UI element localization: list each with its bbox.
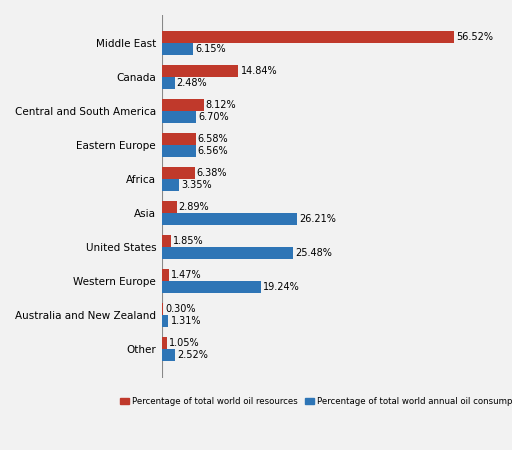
Text: 2.48%: 2.48% bbox=[177, 78, 207, 88]
Text: 6.70%: 6.70% bbox=[199, 112, 229, 122]
Bar bbox=[162, 65, 239, 77]
Bar bbox=[162, 235, 171, 248]
Bar bbox=[162, 134, 196, 145]
Bar bbox=[162, 349, 175, 361]
Text: 6.56%: 6.56% bbox=[198, 146, 228, 156]
Text: 25.48%: 25.48% bbox=[295, 248, 332, 258]
Text: 56.52%: 56.52% bbox=[456, 32, 493, 42]
Text: 6.15%: 6.15% bbox=[196, 45, 226, 54]
Text: 3.35%: 3.35% bbox=[181, 180, 211, 190]
Bar bbox=[162, 248, 293, 259]
Bar bbox=[162, 145, 196, 157]
Bar bbox=[162, 43, 194, 55]
Text: 6.38%: 6.38% bbox=[197, 168, 227, 178]
Bar bbox=[162, 180, 179, 191]
Bar bbox=[162, 303, 163, 315]
Text: 6.58%: 6.58% bbox=[198, 135, 228, 144]
Text: 2.89%: 2.89% bbox=[179, 202, 209, 212]
Text: 19.24%: 19.24% bbox=[263, 282, 300, 292]
Bar bbox=[162, 202, 177, 213]
Bar bbox=[162, 213, 297, 225]
Text: 1.05%: 1.05% bbox=[169, 338, 200, 348]
Bar bbox=[162, 315, 168, 327]
Text: 1.31%: 1.31% bbox=[170, 316, 201, 326]
Text: 8.12%: 8.12% bbox=[206, 100, 237, 110]
Bar bbox=[162, 167, 195, 180]
Legend: Percentage of total world oil resources, Percentage of total world annual oil co: Percentage of total world oil resources,… bbox=[117, 394, 512, 410]
Text: 2.52%: 2.52% bbox=[177, 350, 208, 360]
Text: 1.85%: 1.85% bbox=[174, 236, 204, 246]
Text: 26.21%: 26.21% bbox=[300, 214, 336, 224]
Text: 1.47%: 1.47% bbox=[172, 270, 202, 280]
Text: 14.84%: 14.84% bbox=[241, 67, 277, 76]
Bar bbox=[162, 270, 169, 281]
Bar bbox=[162, 281, 261, 293]
Bar bbox=[162, 99, 204, 111]
Bar bbox=[162, 32, 454, 43]
Text: 0.30%: 0.30% bbox=[165, 304, 196, 315]
Bar bbox=[162, 111, 196, 123]
Bar bbox=[162, 77, 175, 89]
Bar bbox=[162, 338, 167, 349]
